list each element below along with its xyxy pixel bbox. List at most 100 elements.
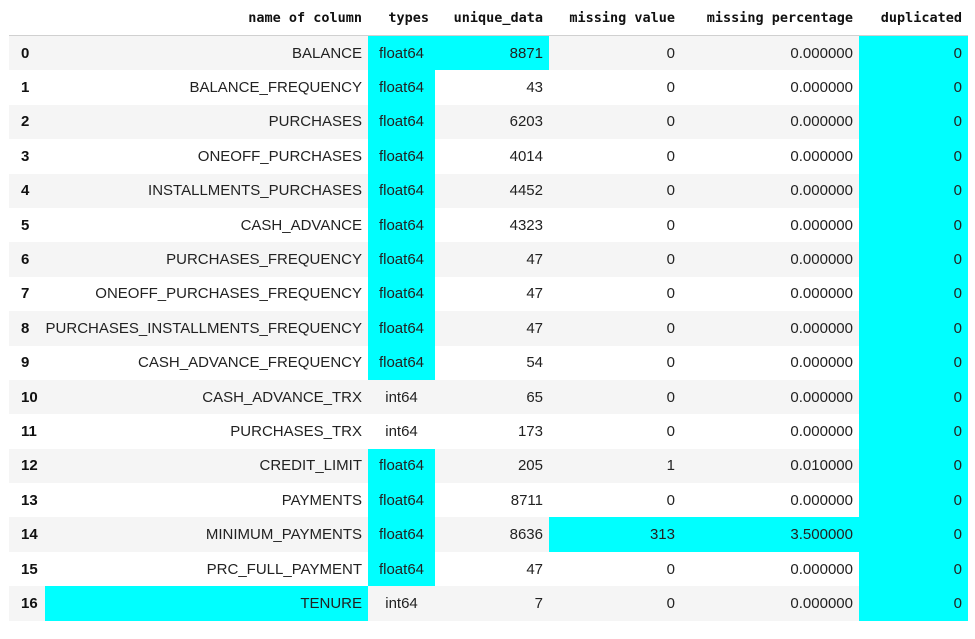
types-cell: float64 xyxy=(368,242,435,277)
table-row: 10 CASH_ADVANCE_TRX int64 65 0 0.000000 0 xyxy=(9,379,968,415)
missing-percentage-cell: 0.000000 xyxy=(681,70,859,105)
missing-percentage-cell: 3.500000 xyxy=(681,517,859,552)
types-cell: float64 xyxy=(368,551,435,587)
types-cell: float64 xyxy=(368,207,435,243)
column-name-cell: PAYMENTS xyxy=(45,483,368,518)
column-name-cell: PURCHASES_TRX xyxy=(45,414,368,449)
column-name-cell: BALANCE_FREQUENCY xyxy=(45,70,368,105)
header-unique-data: unique_data xyxy=(435,0,549,36)
missing-value-cell: 0 xyxy=(549,173,681,208)
table-row: 13 PAYMENTS float64 8711 0 0.000000 0 xyxy=(9,483,968,518)
missing-value-cell: 313 xyxy=(549,517,681,552)
row-index: 3 xyxy=(9,139,45,174)
row-index: 11 xyxy=(9,414,45,449)
missing-percentage-cell: 0.000000 xyxy=(681,551,859,587)
duplicated-cell: 0 xyxy=(859,242,968,277)
table-row: 2 PURCHASES float64 6203 0 0.000000 0 xyxy=(9,104,968,140)
missing-percentage-cell: 0.000000 xyxy=(681,414,859,449)
duplicated-cell: 0 xyxy=(859,173,968,208)
header-index xyxy=(9,0,45,36)
column-name-cell: ONEOFF_PURCHASES_FREQUENCY xyxy=(45,276,368,312)
duplicated-cell: 0 xyxy=(859,414,968,449)
missing-percentage-cell: 0.010000 xyxy=(681,448,859,484)
types-cell: float64 xyxy=(368,483,435,518)
header-row: name of column types unique_data missing… xyxy=(9,0,968,36)
missing-percentage-cell: 0.000000 xyxy=(681,586,859,621)
missing-value-cell: 0 xyxy=(549,35,681,71)
missing-value-cell: 0 xyxy=(549,586,681,621)
table-row: 16 TENURE int64 7 0 0.000000 0 xyxy=(9,586,968,621)
unique-data-cell: 47 xyxy=(435,311,549,346)
missing-value-cell: 0 xyxy=(549,139,681,174)
types-cell: float64 xyxy=(368,276,435,312)
unique-data-cell: 8636 xyxy=(435,517,549,552)
types-cell: float64 xyxy=(368,139,435,174)
row-index: 10 xyxy=(9,379,45,415)
column-name-cell: PURCHASES xyxy=(45,104,368,140)
table-row: 6 PURCHASES_FREQUENCY float64 47 0 0.000000 0 xyxy=(9,242,968,277)
unique-data-cell: 173 xyxy=(435,414,549,449)
table-row: 12 CREDIT_LIMIT float64 205 1 0.010000 0 xyxy=(9,448,968,484)
column-name-cell: ONEOFF_PURCHASES xyxy=(45,139,368,174)
missing-percentage-cell: 0.000000 xyxy=(681,104,859,140)
missing-value-cell: 0 xyxy=(549,311,681,346)
types-cell: int64 xyxy=(368,379,435,415)
data-summary-table: name of column types unique_data missing… xyxy=(9,0,968,621)
duplicated-cell: 0 xyxy=(859,551,968,587)
table-row: 9 CASH_ADVANCE_FREQUENCY float64 54 0 0.00000… xyxy=(9,345,968,380)
duplicated-cell: 0 xyxy=(859,139,968,174)
column-name-cell: CASH_ADVANCE xyxy=(45,207,368,243)
duplicated-cell: 0 xyxy=(859,207,968,243)
header-duplicated: duplicated xyxy=(859,0,968,36)
row-index: 9 xyxy=(9,345,45,380)
missing-value-cell: 0 xyxy=(549,242,681,277)
missing-percentage-cell: 0.000000 xyxy=(681,173,859,208)
missing-value-cell: 1 xyxy=(549,448,681,484)
header-missing-percentage: missing percentage xyxy=(681,0,859,36)
unique-data-cell: 205 xyxy=(435,448,549,484)
duplicated-cell: 0 xyxy=(859,448,968,484)
unique-data-cell: 8711 xyxy=(435,483,549,518)
header-name-of-column: name of column xyxy=(45,0,368,36)
column-name-cell: INSTALLMENTS_PURCHASES xyxy=(45,173,368,208)
unique-data-cell: 4323 xyxy=(435,207,549,243)
types-cell: int64 xyxy=(368,414,435,449)
missing-percentage-cell: 0.000000 xyxy=(681,139,859,174)
missing-percentage-cell: 0.000000 xyxy=(681,276,859,312)
table-row: 15 PRC_FULL_PAYMENT float64 47 0 0.000000 0 xyxy=(9,551,968,587)
row-index: 6 xyxy=(9,242,45,277)
column-name-cell: CASH_ADVANCE_TRX xyxy=(45,379,368,415)
types-cell: float64 xyxy=(368,517,435,552)
unique-data-cell: 47 xyxy=(435,551,549,587)
unique-data-cell: 43 xyxy=(435,70,549,105)
duplicated-cell: 0 xyxy=(859,586,968,621)
types-cell: int64 xyxy=(368,586,435,621)
missing-value-cell: 0 xyxy=(549,414,681,449)
row-index: 13 xyxy=(9,483,45,518)
table-row: 5 CASH_ADVANCE float64 4323 0 0.000000 0 xyxy=(9,207,968,243)
types-cell: float64 xyxy=(368,104,435,140)
duplicated-cell: 0 xyxy=(859,70,968,105)
types-cell: float64 xyxy=(368,311,435,346)
row-index: 7 xyxy=(9,276,45,312)
table-row: 4 INSTALLMENTS_PURCHASES float64 4452 0 0.000… xyxy=(9,173,968,208)
types-cell: float64 xyxy=(368,35,435,71)
types-cell: float64 xyxy=(368,345,435,380)
row-index: 5 xyxy=(9,207,45,243)
duplicated-cell: 0 xyxy=(859,104,968,140)
row-index: 12 xyxy=(9,448,45,484)
column-name-cell: TENURE xyxy=(45,586,368,621)
table-row: 8 PURCHASES_INSTALLMENTS_FREQUENCY float64… xyxy=(9,311,968,346)
duplicated-cell: 0 xyxy=(859,345,968,380)
unique-data-cell: 47 xyxy=(435,276,549,312)
column-name-cell: PURCHASES_INSTALLMENTS_FREQUENCY xyxy=(45,311,368,346)
duplicated-cell: 0 xyxy=(859,311,968,346)
row-index: 0 xyxy=(9,35,45,71)
unique-data-cell: 4014 xyxy=(435,139,549,174)
duplicated-cell: 0 xyxy=(859,35,968,71)
missing-percentage-cell: 0.000000 xyxy=(681,311,859,346)
missing-percentage-cell: 0.000000 xyxy=(681,483,859,518)
table-row: 7 ONEOFF_PURCHASES_FREQUENCY float64 47 0 0.0… xyxy=(9,276,968,312)
missing-value-cell: 0 xyxy=(549,276,681,312)
missing-value-cell: 0 xyxy=(549,104,681,140)
